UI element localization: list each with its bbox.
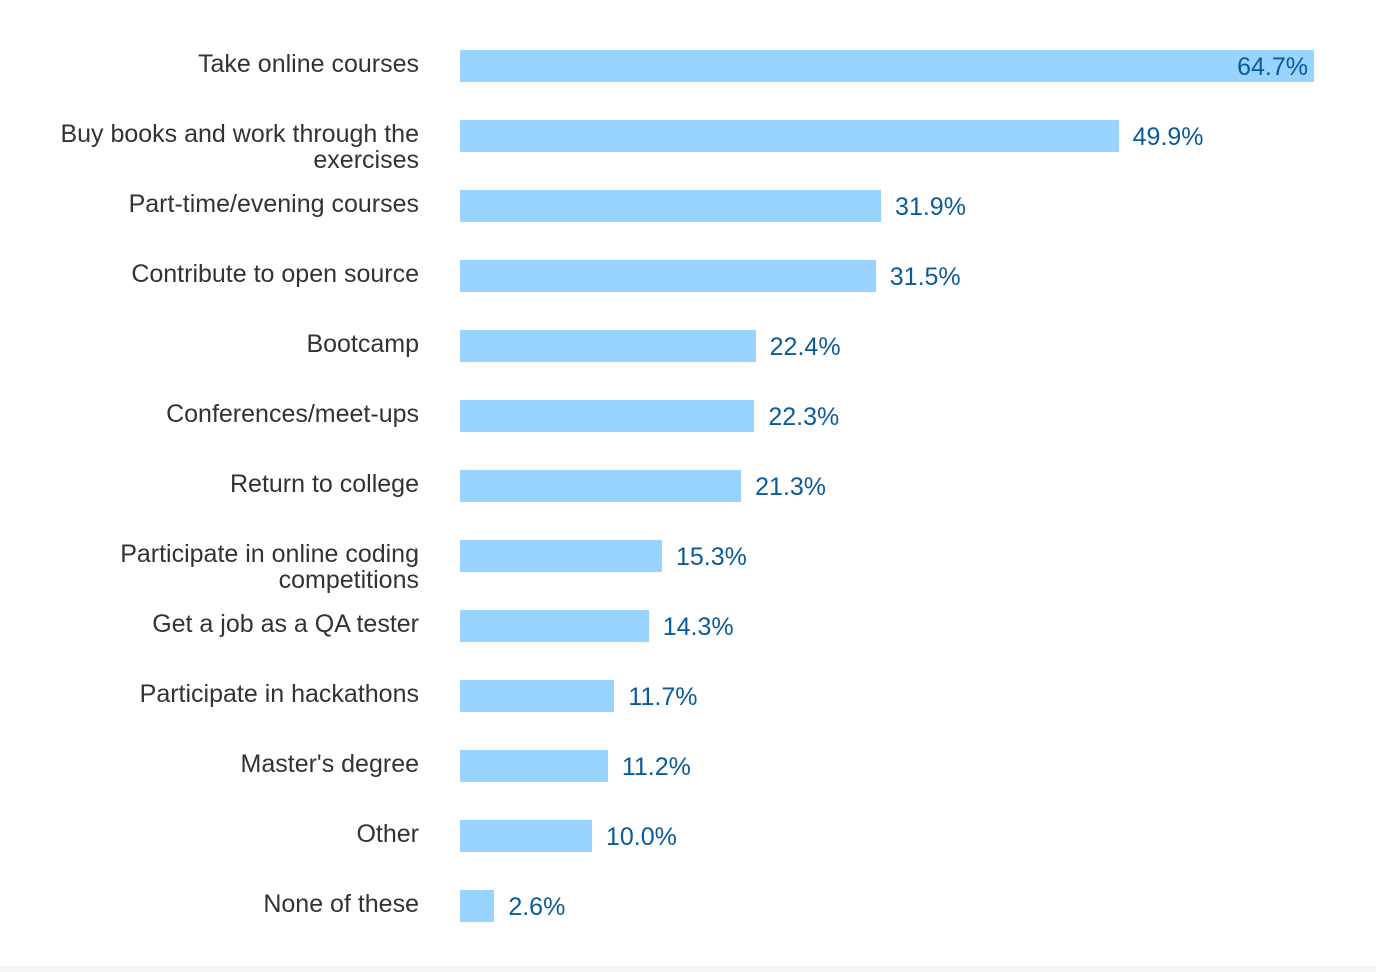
bar xyxy=(460,820,592,852)
bar xyxy=(460,400,755,432)
category-label: Conferences/meet-ups xyxy=(166,400,419,428)
bar xyxy=(460,890,495,922)
value-label: 31.9% xyxy=(895,193,966,221)
bottom-divider xyxy=(0,966,1376,972)
bar xyxy=(460,330,756,362)
category-label: Participate in hackathons xyxy=(139,680,419,708)
value-label: 49.9% xyxy=(1132,123,1204,151)
value-label: 22.4% xyxy=(769,333,841,361)
category-label: Return to college xyxy=(229,470,419,498)
bar xyxy=(460,680,615,712)
value-label: 21.3% xyxy=(755,473,827,501)
category-label: Contribute to open source xyxy=(131,260,419,288)
value-label: 31.5% xyxy=(889,263,961,291)
value-label: 10.0% xyxy=(605,823,677,851)
value-label: 11.2% xyxy=(621,753,691,781)
value-label: 11.7% xyxy=(628,683,698,711)
category-label: Take online courses xyxy=(198,50,419,78)
category-label: Part-time/evening courses xyxy=(128,190,419,218)
category-label: Buy books and work through the exercises xyxy=(60,120,419,174)
value-label: 15.3% xyxy=(675,543,747,571)
value-label: 64.7% xyxy=(1237,53,1308,81)
bar xyxy=(460,750,608,782)
category-label: None of these xyxy=(263,890,419,918)
bar xyxy=(460,610,649,642)
value-label: 22.3% xyxy=(768,403,840,431)
bar xyxy=(460,120,1119,152)
category-label: Participate in online coding competition… xyxy=(120,540,419,594)
bar xyxy=(460,190,882,222)
value-label: 14.3% xyxy=(662,613,734,641)
value-label: 2.6% xyxy=(508,893,566,921)
bar xyxy=(460,50,1314,82)
category-label: Get a job as a QA tester xyxy=(152,610,419,638)
bar xyxy=(460,470,742,502)
bar xyxy=(460,260,876,292)
category-label: Other xyxy=(356,820,419,848)
category-label: Master's degree xyxy=(240,750,419,778)
bar xyxy=(460,540,662,572)
category-label: Bootcamp xyxy=(306,330,419,358)
